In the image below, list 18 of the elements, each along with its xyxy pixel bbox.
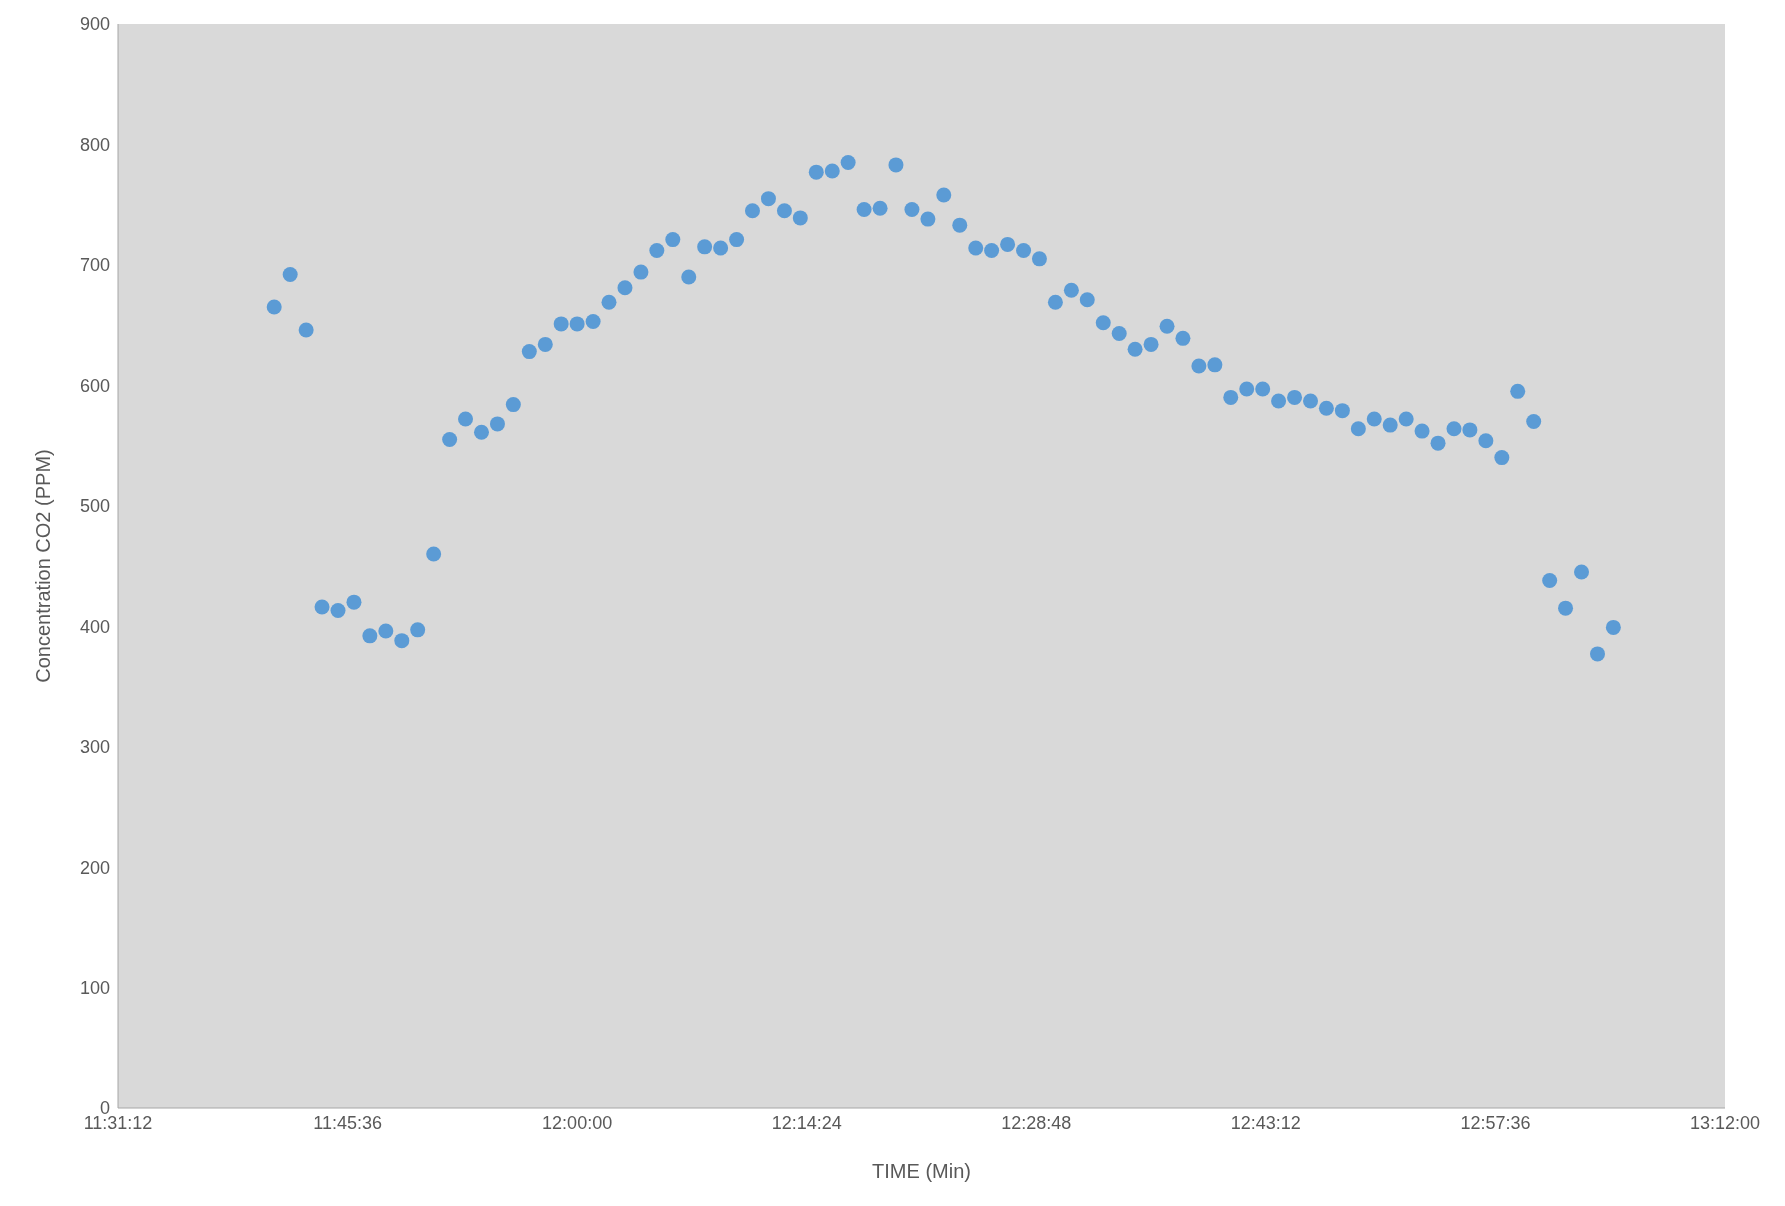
x-tick-label: 12:28:48 [1001,1112,1072,1133]
x-tick-label: 11:45:36 [313,1112,382,1133]
x-axis-title: TIME (Min) [872,1160,971,1182]
y-tick-label: 600 [79,375,110,396]
y-tick-label: 500 [79,496,110,517]
x-tick-label: 12:43:12 [1230,1112,1301,1133]
y-axis-title: Concentration CO2 (PPM) [32,449,55,683]
x-tick-label: 12:14:24 [771,1112,842,1133]
y-tick-label: 800 [79,134,110,155]
y-tick-label: 400 [79,616,110,637]
y-tick-label: 100 [79,977,110,998]
x-tick-label: 12:00:00 [542,1112,613,1133]
x-tick-label: 13:12:00 [1689,1112,1761,1133]
y-tick-label: 700 [79,255,110,276]
y-tick-label: 300 [79,737,110,758]
y-tick-label: 900 [79,14,110,35]
x-tick-label: 12:57:36 [1460,1112,1531,1133]
y-tick-label: 200 [79,857,110,878]
